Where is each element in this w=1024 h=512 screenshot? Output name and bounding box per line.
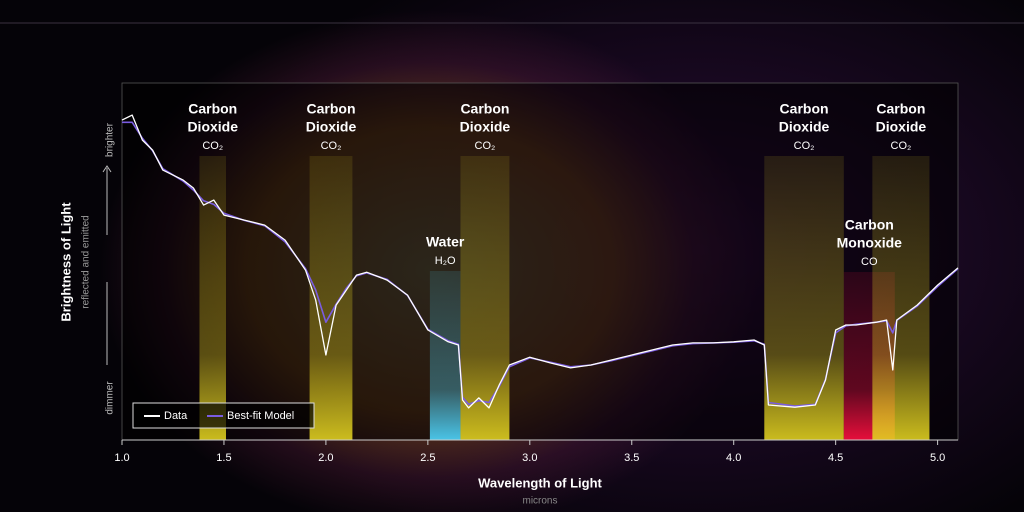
band-formula: CO₂ — [202, 140, 223, 152]
x-tick-label: 2.5 — [420, 452, 435, 464]
arrow-head — [102, 165, 112, 173]
y-top-label: brighter — [105, 122, 116, 157]
absorption-band — [309, 156, 353, 440]
absorption-band — [872, 156, 930, 440]
band-label: Monoxide — [837, 235, 903, 251]
band-formula: CO₂ — [891, 140, 912, 152]
y-bottom-label: dimmer — [105, 381, 116, 415]
series-line — [121, 114, 959, 409]
band-formula: CO — [861, 256, 878, 268]
y-axis-label: Brightness of Light — [58, 202, 73, 322]
absorption-band — [460, 156, 510, 440]
absorption-band — [764, 156, 844, 440]
legend-label: Best-fit Model — [227, 410, 294, 422]
band-label: Carbon — [876, 101, 925, 117]
band-label: Water — [426, 234, 465, 250]
x-axis-sublabel: microns — [522, 496, 557, 507]
band-label: Dioxide — [779, 119, 830, 135]
x-tick-label: 1.0 — [114, 452, 129, 464]
band-label: Carbon — [460, 101, 509, 117]
legend — [132, 402, 315, 429]
absorption-band — [429, 271, 461, 440]
band-label: Dioxide — [876, 119, 927, 135]
band-label: Carbon — [780, 101, 829, 117]
band-label: Dioxide — [187, 119, 238, 135]
x-tick-label: 2.0 — [318, 452, 333, 464]
x-tick-label: 1.5 — [216, 452, 231, 464]
band-formula: CO₂ — [475, 140, 496, 152]
band-formula: H₂O — [435, 255, 456, 267]
x-tick-label: 4.0 — [726, 452, 741, 464]
x-tick-label: 3.0 — [522, 452, 537, 464]
legend-label: Data — [164, 410, 188, 422]
band-formula: CO₂ — [794, 140, 815, 152]
band-label: Carbon — [845, 217, 894, 233]
x-tick-label: 5.0 — [930, 452, 945, 464]
band-label: Dioxide — [306, 119, 357, 135]
band-label: Carbon — [188, 101, 237, 117]
band-label: Carbon — [307, 101, 356, 117]
y-axis-sublabel: reflected and emitted — [81, 215, 92, 308]
x-axis-label: Wavelength of Light — [478, 475, 602, 490]
band-formula: CO₂ — [321, 140, 342, 152]
x-tick-label: 3.5 — [624, 452, 639, 464]
absorption-band — [199, 156, 226, 440]
x-tick-label: 4.5 — [828, 452, 843, 464]
band-label: Dioxide — [460, 119, 511, 135]
